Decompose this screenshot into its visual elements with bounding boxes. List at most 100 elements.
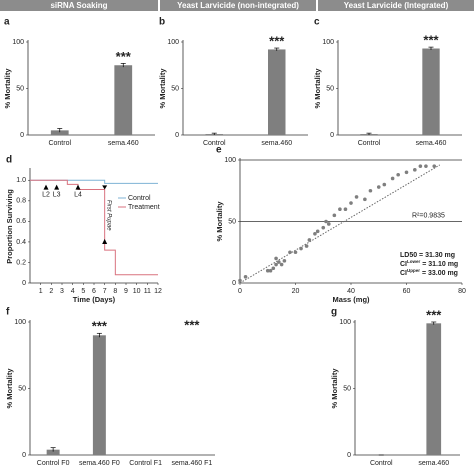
- point: [338, 207, 342, 211]
- r-squared: R²=0.9835: [412, 212, 445, 219]
- point: [315, 229, 320, 234]
- point: [243, 275, 248, 279]
- x-tick-label: Control F0: [37, 460, 70, 467]
- panel-letter: d: [6, 155, 12, 166]
- point: [274, 256, 278, 261]
- y-axis-label: % Mortality: [158, 68, 167, 109]
- y-tick-label: 0: [22, 452, 26, 459]
- x-tick-label: Control: [48, 140, 71, 147]
- bar: [426, 323, 442, 455]
- annotation: L2: [42, 191, 50, 198]
- point: [307, 238, 312, 242]
- y-tick-label: 50: [326, 85, 334, 92]
- y-tick-label: 1.0: [16, 177, 26, 184]
- x-tick-label: 11: [144, 288, 151, 295]
- point: [274, 262, 278, 267]
- panel-letter: g: [331, 307, 337, 318]
- stat-base: CI: [400, 261, 407, 268]
- y-tick-label: 0: [347, 452, 351, 459]
- x-tick-label: sema.460: [261, 140, 292, 147]
- y-tick-label: 100: [12, 39, 24, 46]
- stat-base: CI: [400, 270, 407, 277]
- point: [238, 278, 242, 283]
- panel-header: Yeast Larvicide (non-integrated): [177, 1, 299, 10]
- x-tick-label: 60: [403, 288, 411, 295]
- x-tick-label: sema.460: [416, 140, 447, 147]
- point: [271, 266, 276, 271]
- y-tick-label: 50: [343, 385, 351, 392]
- annotation: L3: [53, 191, 61, 198]
- panel-letter: b: [159, 17, 165, 28]
- stat-rest: = 31.10 mg: [420, 261, 458, 268]
- point: [413, 168, 417, 172]
- y-tick-label: 50: [18, 385, 26, 392]
- bar: [46, 449, 60, 455]
- y-tick-label: 0.2: [16, 259, 26, 266]
- x-tick-label: 40: [347, 288, 355, 295]
- y-tick-label: 100: [224, 157, 236, 164]
- arrowhead: [102, 238, 108, 244]
- stat-label: LD50 = 31.30 mg: [400, 252, 455, 259]
- arrowhead: [43, 184, 49, 190]
- panel-letter: a: [4, 17, 10, 28]
- y-axis-label: % Mortality: [3, 68, 12, 109]
- x-tick-label: 9: [124, 288, 128, 295]
- x-tick-label: Control: [358, 140, 381, 147]
- point: [332, 213, 337, 218]
- arrowhead: [102, 185, 108, 190]
- point: [418, 164, 423, 168]
- x-tick-label: 7: [103, 288, 107, 295]
- point: [368, 188, 373, 193]
- y-axis-label: Proportion Surviving: [5, 189, 14, 264]
- annotation: L4: [74, 191, 82, 198]
- point: [304, 244, 309, 248]
- x-tick-label: 12: [154, 288, 162, 295]
- point: [396, 172, 400, 177]
- significance-label: ***: [426, 307, 442, 322]
- y-tick-label: 0.6: [16, 218, 26, 225]
- significance-label: ***: [269, 33, 285, 48]
- stat-label: CILower = 31.10 mg: [400, 259, 458, 268]
- x-tick-label: 6: [92, 288, 96, 295]
- y-tick-label: 100: [339, 319, 351, 326]
- y-tick-label: 0: [22, 280, 26, 287]
- legend-label: Treatment: [128, 204, 160, 211]
- x-tick-label: sema.460 F1: [171, 460, 212, 467]
- fit-line: [239, 164, 441, 284]
- panel-header: Yeast Larvicide (Integrated): [344, 1, 449, 10]
- bar: [422, 48, 440, 136]
- x-tick-label: 0: [238, 288, 242, 295]
- point: [382, 182, 387, 187]
- x-tick-label: sema.460 F0: [79, 460, 120, 467]
- point: [282, 259, 287, 263]
- point: [376, 185, 381, 189]
- point: [288, 250, 292, 255]
- y-tick-label: 50: [16, 85, 24, 92]
- x-tick-label: 10: [133, 288, 141, 295]
- y-axis-label: % Mortality: [313, 68, 322, 109]
- point: [424, 164, 428, 168]
- point: [432, 164, 437, 168]
- y-axis-label: % Mortality: [330, 368, 339, 409]
- y-tick-label: 50: [228, 218, 236, 225]
- legend-label: Control: [128, 195, 151, 202]
- bar: [268, 49, 286, 135]
- stat-sup: Upper: [407, 268, 420, 273]
- x-axis-label: Time (Days): [73, 295, 116, 304]
- x-tick-label: 3: [60, 288, 64, 295]
- stat-rest: = 33.00 mg: [420, 270, 458, 277]
- panel-letter: c: [314, 17, 320, 28]
- point: [327, 222, 331, 226]
- point: [354, 195, 359, 199]
- annotation: First Pupae: [105, 200, 111, 231]
- point: [313, 232, 317, 236]
- significance-label: ***: [423, 33, 439, 48]
- point: [363, 197, 367, 202]
- point: [404, 170, 409, 175]
- point: [277, 260, 281, 264]
- y-tick-label: 0: [20, 132, 24, 139]
- y-tick-label: 0: [175, 132, 179, 139]
- header-bar: [318, 0, 474, 11]
- point: [324, 219, 328, 224]
- bar: [114, 65, 133, 135]
